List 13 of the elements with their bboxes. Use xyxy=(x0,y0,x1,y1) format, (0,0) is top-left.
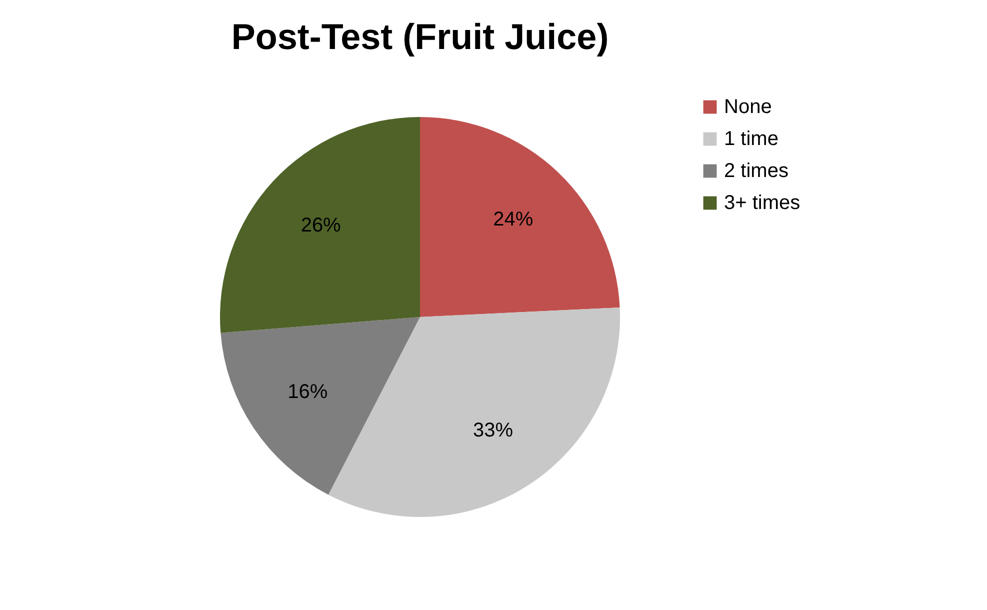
legend-label: None xyxy=(724,96,772,118)
legend-label: 3+ times xyxy=(724,192,800,214)
data-label: 16% xyxy=(288,380,328,403)
pie-slice xyxy=(328,307,620,517)
pie-slice xyxy=(220,117,420,333)
pie-slice xyxy=(220,317,420,495)
data-label: 26% xyxy=(300,214,342,236)
data-label: 33% xyxy=(472,420,514,442)
pie-slice xyxy=(420,117,620,317)
data-label: 24% xyxy=(493,208,534,230)
legend-label: 2 times xyxy=(724,160,788,182)
legend-label: 1 time xyxy=(724,128,778,150)
chart-title: Post-Test (Fruit Juice) xyxy=(231,16,609,57)
